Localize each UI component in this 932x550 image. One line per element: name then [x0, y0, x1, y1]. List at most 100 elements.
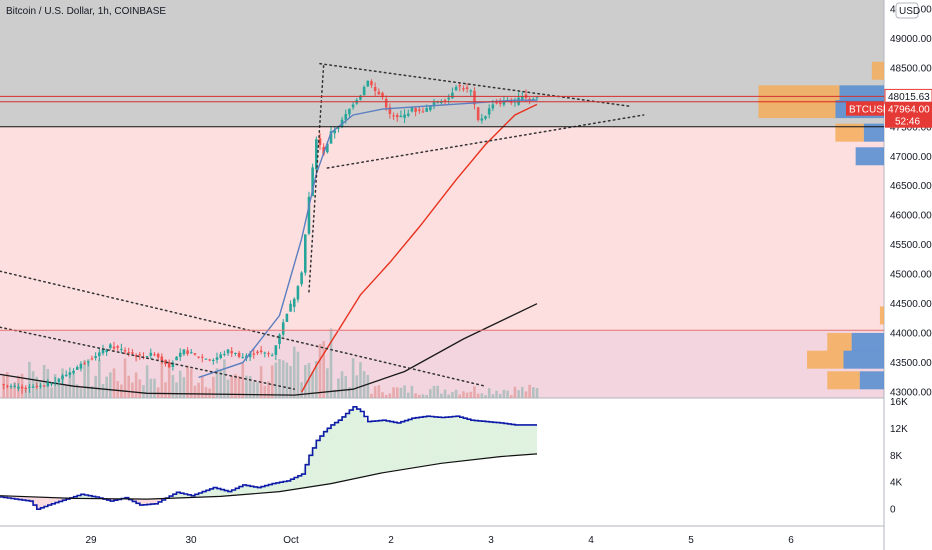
candle-body[interactable] [131, 352, 134, 354]
candle-body[interactable] [315, 139, 318, 170]
candle-body[interactable] [498, 101, 502, 104]
candle-body[interactable] [432, 101, 436, 107]
candle-body[interactable] [381, 92, 384, 98]
trendlines[interactable] [0, 62, 645, 390]
trendline[interactable] [319, 62, 630, 107]
candle-body[interactable] [138, 354, 142, 356]
candle-body[interactable] [86, 361, 90, 363]
candle-body[interactable] [9, 385, 13, 387]
candle-body[interactable] [189, 352, 193, 354]
candle-body[interactable] [252, 353, 256, 355]
candle-body[interactable] [469, 90, 473, 92]
candle-body[interactable] [307, 196, 311, 234]
candle-body[interactable] [532, 98, 535, 101]
candle-body[interactable] [83, 363, 86, 365]
candle-body[interactable] [109, 344, 112, 349]
candle-body[interactable] [156, 353, 160, 358]
candle-body[interactable] [285, 313, 289, 322]
candle-body[interactable] [164, 359, 167, 365]
candle-body[interactable] [259, 350, 263, 353]
candle-body[interactable] [296, 286, 300, 300]
candle-body[interactable] [410, 107, 414, 112]
candle-body[interactable] [178, 352, 182, 357]
candle-body[interactable] [171, 362, 175, 368]
candle-body[interactable] [388, 107, 392, 114]
candle-body[interactable] [186, 350, 189, 354]
candle-body[interactable] [395, 115, 399, 118]
candle-body[interactable] [98, 352, 101, 357]
candle-body[interactable] [208, 359, 211, 361]
candle-body[interactable] [521, 96, 524, 101]
candle-body[interactable] [219, 354, 222, 358]
candle-body[interactable] [160, 356, 164, 361]
candle-body[interactable] [462, 88, 465, 90]
candle-body[interactable] [300, 272, 303, 285]
candle-body[interactable] [373, 86, 377, 92]
candle-body[interactable] [20, 386, 24, 389]
candle-body[interactable] [226, 349, 230, 354]
candle-body[interactable] [440, 101, 443, 104]
trendline[interactable] [0, 326, 295, 390]
candle-body[interactable] [421, 111, 425, 113]
currency-button[interactable]: USD [895, 2, 920, 19]
candle-body[interactable] [447, 97, 451, 100]
candle-body[interactable] [399, 115, 403, 118]
candle-body[interactable] [502, 100, 506, 105]
candle-body[interactable] [120, 348, 123, 350]
candle-body[interactable] [480, 118, 484, 121]
candle-body[interactable] [39, 385, 42, 387]
candle-body[interactable] [90, 358, 94, 360]
candle-body[interactable] [267, 353, 270, 355]
price-axis[interactable]: 43000.00 43500.00 44000.00 44500.00 45000.00… [890, 4, 932, 515]
candle-body[interactable] [351, 104, 355, 108]
candlesticks[interactable] [2, 79, 539, 394]
candle-body[interactable] [13, 385, 16, 387]
candle-body[interactable] [230, 351, 234, 354]
candle-body[interactable] [311, 167, 314, 197]
candle-body[interactable] [337, 127, 340, 129]
candle-body[interactable] [241, 356, 245, 358]
candle-body[interactable] [28, 386, 31, 388]
candle-body[interactable] [414, 108, 417, 112]
candle-body[interactable] [57, 378, 61, 382]
candle-body[interactable] [149, 352, 153, 356]
candle-body[interactable] [248, 353, 252, 358]
candle-body[interactable] [406, 113, 410, 116]
candle-body[interactable] [256, 351, 259, 353]
candle-body[interactable] [484, 116, 487, 119]
candle-body[interactable] [50, 383, 53, 385]
candle-body[interactable] [384, 98, 388, 108]
candle-body[interactable] [123, 350, 127, 352]
candle-body[interactable] [101, 349, 105, 354]
horizontal-levels[interactable] [0, 95, 884, 331]
candle-body[interactable] [429, 105, 432, 111]
candle-body[interactable] [127, 352, 131, 354]
candle-body[interactable] [94, 356, 97, 358]
candle-body[interactable] [495, 102, 498, 104]
candle-body[interactable] [167, 362, 171, 368]
candle-body[interactable] [64, 374, 68, 377]
trendline[interactable] [326, 114, 645, 169]
candle-body[interactable] [344, 114, 348, 120]
candle-body[interactable] [370, 81, 373, 86]
candle-body[interactable] [68, 372, 72, 375]
candle-body[interactable] [443, 99, 447, 101]
candle-body[interactable] [454, 87, 458, 91]
candle-body[interactable] [451, 92, 454, 99]
candle-body[interactable] [348, 108, 351, 115]
candle-body[interactable] [517, 97, 520, 105]
candle-body[interactable] [366, 80, 370, 87]
time-axis[interactable]: 29 30 Oct 2 3 4 5 6 [85, 535, 794, 546]
candle-body[interactable] [289, 303, 292, 312]
candle-body[interactable] [281, 322, 285, 335]
candle-body[interactable] [42, 385, 46, 387]
candle-body[interactable] [359, 95, 362, 100]
candle-body[interactable] [112, 346, 116, 349]
trendline[interactable] [0, 270, 487, 387]
candle-body[interactable] [223, 353, 226, 355]
candle-body[interactable] [134, 355, 138, 357]
candle-body[interactable] [274, 345, 278, 355]
candle-body[interactable] [116, 346, 119, 348]
candle-body[interactable] [329, 131, 333, 144]
candle-body[interactable] [79, 363, 83, 369]
